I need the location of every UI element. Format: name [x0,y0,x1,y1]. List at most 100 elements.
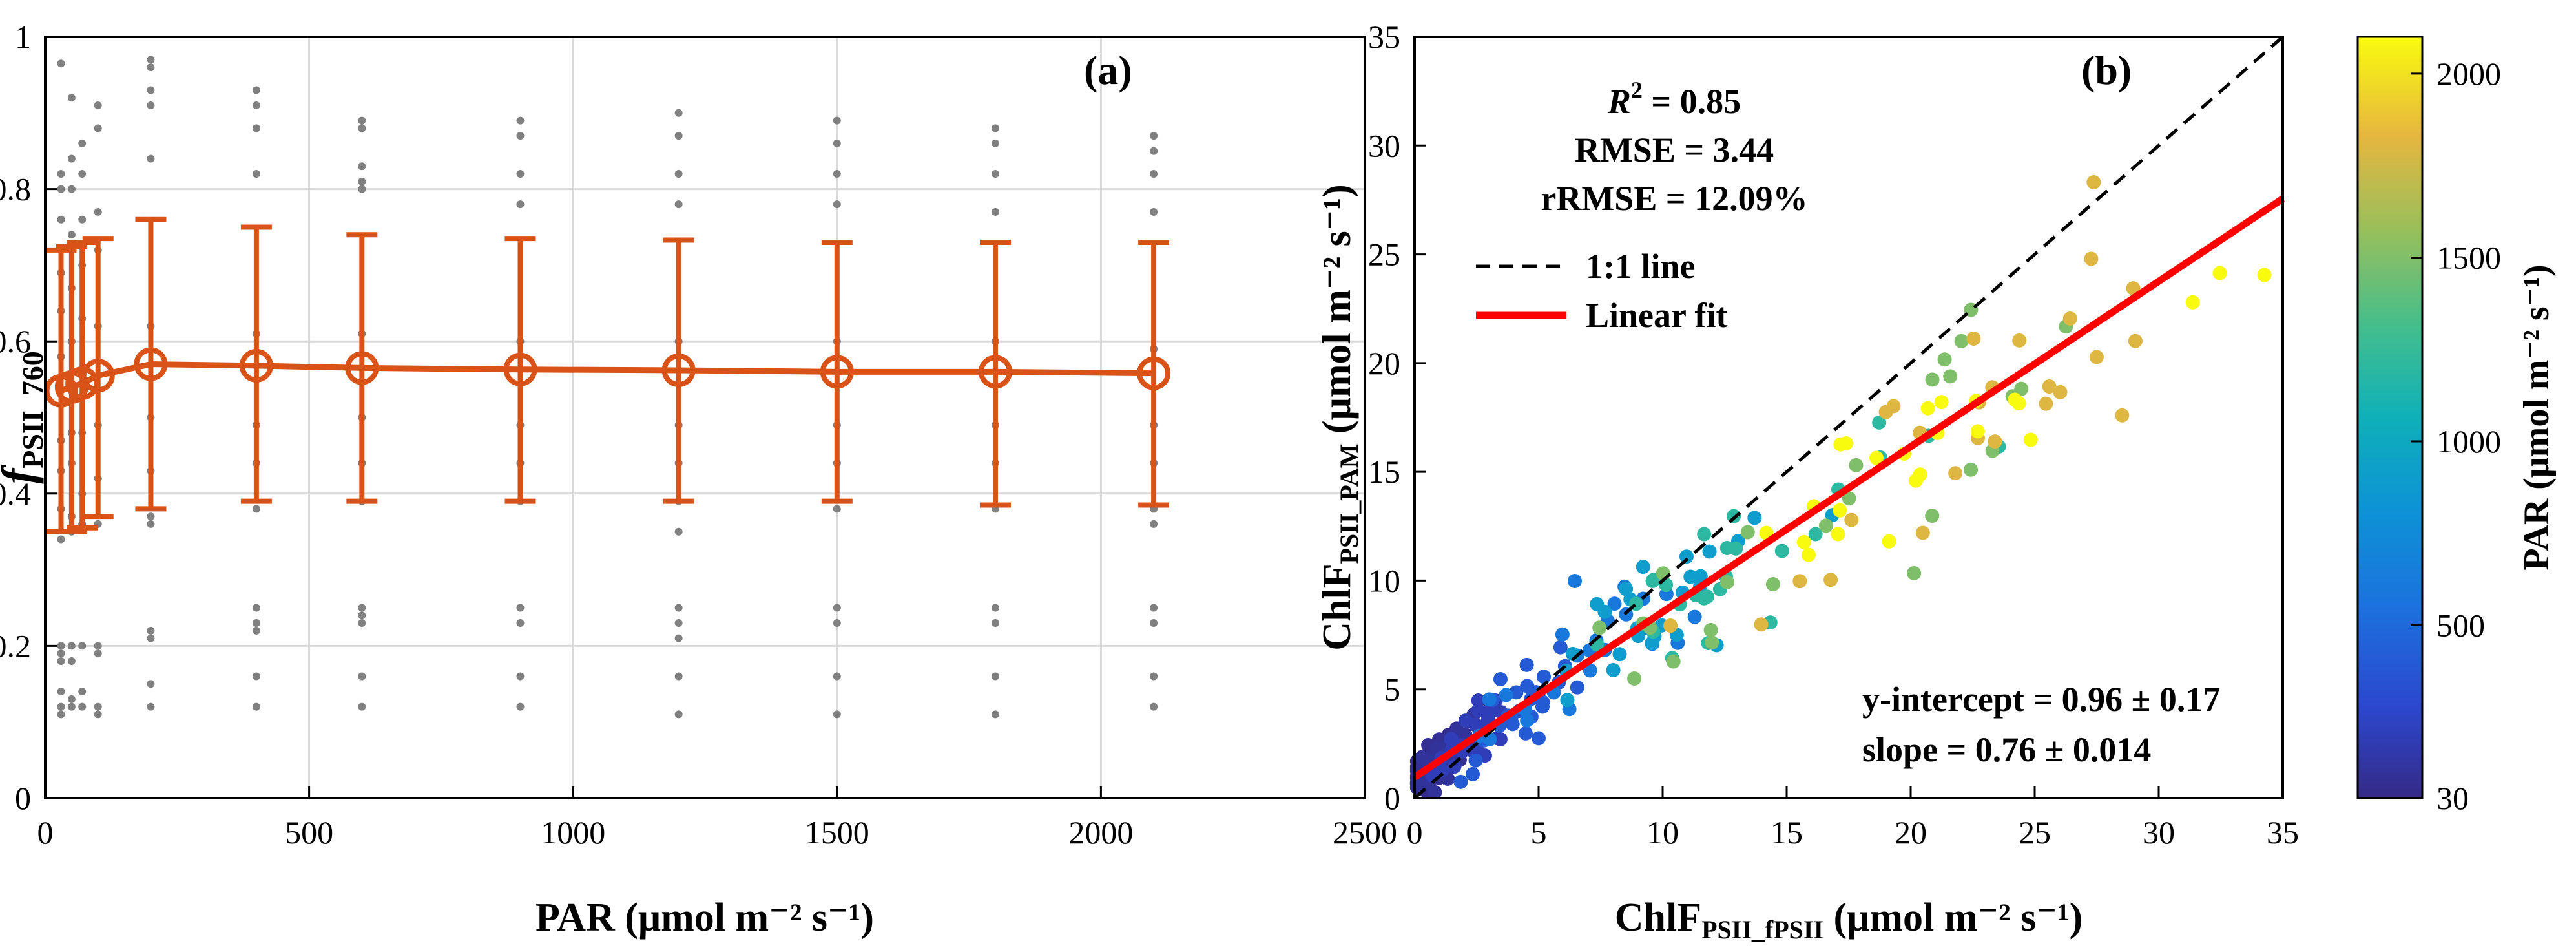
b-x-tick-label: 5 [1531,814,1547,850]
a-scatter-point [252,101,260,110]
b-scatter-point [2086,175,2101,190]
b-scatter-point [1567,573,1582,588]
b-y-ticks: 0 5 10 15 20 25 30 35 [1368,19,1426,816]
b-scatter-point [1849,458,1864,472]
a-scatter-point [674,170,683,178]
b-scatter-point [1520,713,1535,728]
a-mean-marker [239,348,273,383]
b-y-tick-label: 35 [1368,19,1400,55]
b-y-tick-label: 30 [1368,127,1400,164]
a-scatter-point [147,634,155,642]
b-scatter-point [1872,415,1887,430]
a-scatter-point [252,604,260,612]
b-scatter-point [1697,527,1712,542]
a-scatter-point [94,642,102,650]
b-r2-label: R2 = 0.85 [1607,77,1741,121]
a-scatter-point [67,231,76,239]
b-scatter-point [1645,573,1660,588]
a-scatter-point [358,162,366,171]
b-scatter-point [1697,591,1712,606]
b-x-axis-label-base: ChlF [1615,896,1701,940]
b-linear-fit-line [1412,195,2285,781]
a-scatter-point [674,132,683,140]
a-scatter-point [833,505,841,513]
a-x-tick-label: 1000 [541,814,605,850]
a-scatter-point [67,695,76,703]
a-scatter-point [57,170,65,178]
b-scatter-point [1774,544,1789,558]
a-scatter-point [516,116,525,125]
b-r2-value: = 0.85 [1643,82,1741,121]
b-scatter-point [1740,525,1755,540]
a-scatter-point [67,657,76,665]
a-scatter-point [67,702,76,711]
a-scatter-point [78,215,87,224]
a-scatter-point [833,619,841,628]
b-scatter-point [1520,679,1535,693]
a-y-axis-label: fPSII_760 [0,351,49,483]
a-scatter-point [833,672,841,681]
b-scatter-point [1842,491,1856,506]
b-x-tick-label: 20 [1895,814,1927,850]
b-scatter-point [1560,693,1575,708]
b-scatter-point [1808,527,1823,542]
a-axes-frame [44,36,1366,799]
b-r2-symbol: R [1607,82,1631,121]
a-scatter-point [252,702,260,711]
b-scatter-point [1747,511,1762,525]
b-scatter-point [2089,350,2104,364]
b-scatter-point [1729,541,1743,556]
b-scatter-point [2062,311,2077,326]
a-scatter-point [358,185,366,193]
b-scatter-point [1519,657,1534,672]
colorbar-tick-label: 500 [2436,607,2485,644]
b-scatter-point [1907,565,1922,580]
b-scatter-point [1937,352,1952,367]
a-scatter-point [147,63,155,72]
b-scatter-point [1913,467,1927,482]
a-scatter-point [358,604,366,612]
a-mean-marker [1137,356,1171,390]
a-scatter-point [78,642,87,650]
a-scatter-point [67,94,76,102]
b-scatter-point [2115,408,2130,423]
a-scatter-point [78,139,87,147]
b-scatter-point [1934,395,1949,410]
colorbar-tick-label: 1000 [2436,423,2501,459]
b-y-axis-label: ChlFPSII_PAM (μmol m⁻² s⁻¹) [1315,184,1364,651]
b-scatter-point [1468,753,1483,768]
b-scatter-point [1878,405,1893,419]
b-scatter-point [1679,549,1694,564]
b-scatter-point [1948,466,1963,481]
b-y-tick-label: 0 [1384,780,1400,816]
b-y-tick-label: 10 [1368,562,1400,598]
a-scatter-point [57,185,65,193]
b-scatter-point [1606,662,1621,677]
b-scatter-point [1666,654,1681,669]
a-scatter-point [358,611,366,620]
a-scatter-point [358,619,366,628]
colorbar-ticks: 30 500 1000 1500 2000 [2411,56,2501,816]
a-scatter-point [516,672,525,681]
a-scatter-point [67,185,76,193]
b-scatter-point [1627,671,1642,686]
b-scatter-point [1482,692,1497,707]
a-scatter-point [252,86,260,94]
a-scatter-point [358,672,366,681]
a-y-tick-label: 0.4 [0,476,31,512]
b-x-tick-label: 25 [2019,814,2051,850]
b-axes-frame [1413,36,2284,799]
b-scatter-point [1823,573,1838,587]
b-y-tick-label: 25 [1368,237,1400,273]
b-scatter-point [1703,622,1718,637]
a-scatter-point [991,207,999,216]
b-scatter-point [1920,401,1935,416]
a-scatter-point [147,154,155,163]
b-scatter-point [1702,544,1717,559]
b-slope-label: slope = 0.76 ± 0.014 [1862,730,2151,769]
b-scatter-point [1537,670,1552,684]
a-scatter-point [991,139,999,147]
a-y-ticks: 0 0.2 0.4 0.6 0.8 1 [0,19,57,816]
a-scatter-point [674,672,683,681]
